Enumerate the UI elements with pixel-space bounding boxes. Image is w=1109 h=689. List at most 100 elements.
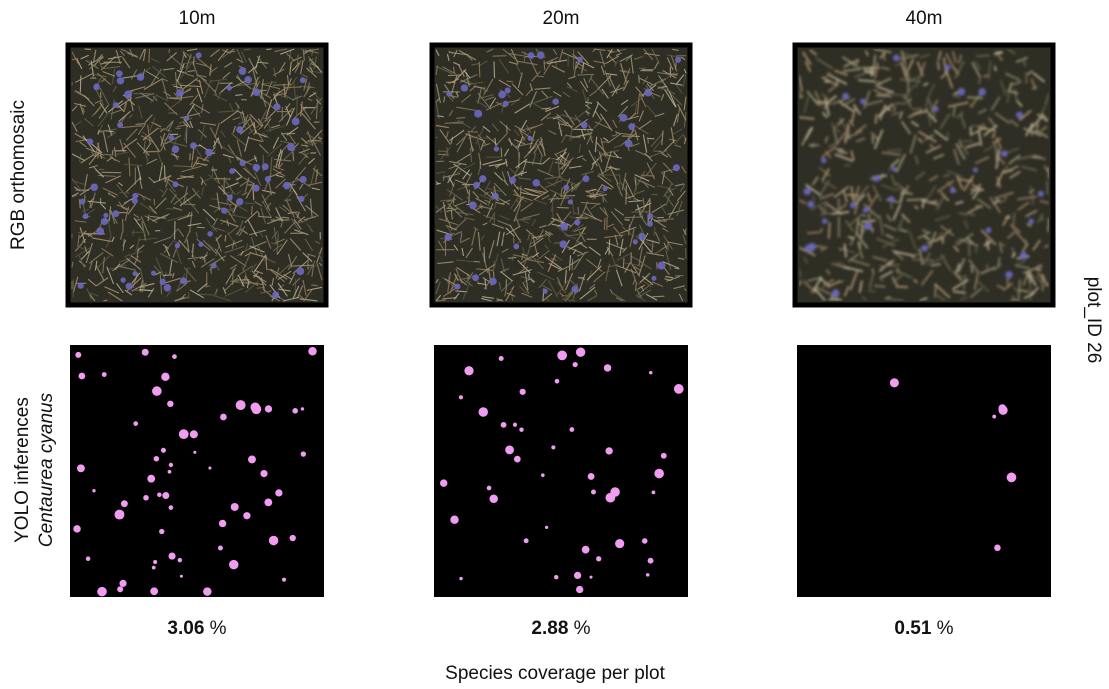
detection — [169, 505, 174, 510]
flower — [552, 98, 558, 104]
flower — [559, 240, 567, 248]
grass-blade — [623, 72, 630, 73]
flower — [253, 88, 261, 96]
grass-blade — [507, 125, 508, 134]
flower — [132, 193, 138, 199]
column-title: 40m — [906, 8, 943, 29]
flower — [87, 139, 93, 145]
flower — [602, 186, 607, 191]
grass-blade — [436, 137, 437, 138]
detection — [605, 447, 612, 454]
detection — [248, 456, 256, 464]
detection — [589, 576, 592, 579]
grass-blade — [908, 74, 909, 93]
grass-blade — [438, 154, 448, 155]
flower — [184, 116, 189, 121]
flower — [79, 199, 85, 205]
grass-blade — [943, 175, 950, 176]
grass-blade — [996, 52, 1002, 53]
column-title: 20m — [543, 8, 580, 29]
detection — [292, 408, 298, 414]
flower — [273, 103, 280, 110]
flower — [533, 179, 540, 186]
grass-blade — [625, 220, 630, 221]
detection — [661, 453, 667, 459]
detection — [269, 536, 279, 546]
flower — [446, 91, 451, 96]
grass-blade — [995, 66, 996, 71]
detection — [489, 494, 498, 503]
grass-blade — [896, 287, 908, 288]
coverage: 2.88 % — [531, 618, 590, 639]
detection — [459, 577, 462, 580]
grass-blade — [815, 102, 830, 103]
grass-blade — [876, 114, 877, 123]
flower — [509, 177, 516, 184]
grass-blade — [609, 239, 610, 254]
flower — [528, 52, 535, 59]
detection — [674, 384, 684, 394]
rgb-image — [432, 45, 690, 305]
flower — [236, 198, 243, 205]
grass-blade — [922, 199, 923, 208]
grass-blade — [1048, 218, 1049, 232]
flower — [472, 274, 479, 281]
flower — [647, 213, 653, 219]
flower — [211, 263, 216, 268]
flower — [83, 213, 89, 219]
grass-blade — [639, 75, 640, 83]
flower — [537, 51, 545, 59]
flower — [560, 223, 568, 231]
detection — [545, 526, 548, 529]
flower — [832, 289, 840, 297]
flower — [93, 84, 100, 91]
flower — [455, 284, 461, 290]
flower — [675, 57, 681, 63]
detection — [499, 356, 504, 361]
detection — [243, 512, 250, 519]
grass-blade — [544, 60, 545, 70]
grass-blade — [874, 286, 885, 287]
flower — [583, 175, 590, 182]
flower — [120, 277, 125, 282]
detection — [596, 556, 601, 561]
detection — [162, 492, 169, 499]
flower — [850, 202, 856, 208]
flower — [444, 233, 451, 240]
detection — [610, 487, 620, 497]
grass-blade — [479, 62, 480, 78]
yolo-mask — [797, 345, 1051, 597]
grass-blade — [80, 75, 81, 92]
detection — [161, 373, 169, 381]
image-bg — [68, 45, 326, 305]
flower — [176, 89, 184, 97]
detection — [220, 414, 227, 421]
grass-blade — [529, 274, 530, 280]
detection — [459, 395, 463, 399]
detection — [513, 423, 517, 427]
flower — [116, 70, 123, 77]
grass-blade — [501, 148, 502, 157]
grass-blade — [604, 218, 605, 229]
coverage: 3.06 % — [167, 618, 226, 639]
detection — [615, 539, 624, 548]
grass-blade — [1008, 278, 1009, 288]
detection — [150, 587, 158, 595]
flower — [164, 284, 172, 292]
grass-blade — [648, 137, 649, 144]
coverage-unit: % — [937, 618, 954, 639]
flower — [126, 283, 133, 290]
flower — [292, 118, 300, 126]
detection — [218, 546, 223, 551]
rgb-image — [795, 45, 1053, 305]
grass-blade — [572, 184, 573, 189]
detection — [555, 379, 560, 384]
detection — [573, 362, 578, 367]
grass-blade — [807, 232, 819, 233]
detection — [479, 407, 489, 417]
flower — [492, 193, 499, 200]
detection — [1007, 473, 1017, 483]
detection — [487, 486, 492, 491]
detection — [168, 552, 175, 559]
detection — [450, 516, 458, 524]
